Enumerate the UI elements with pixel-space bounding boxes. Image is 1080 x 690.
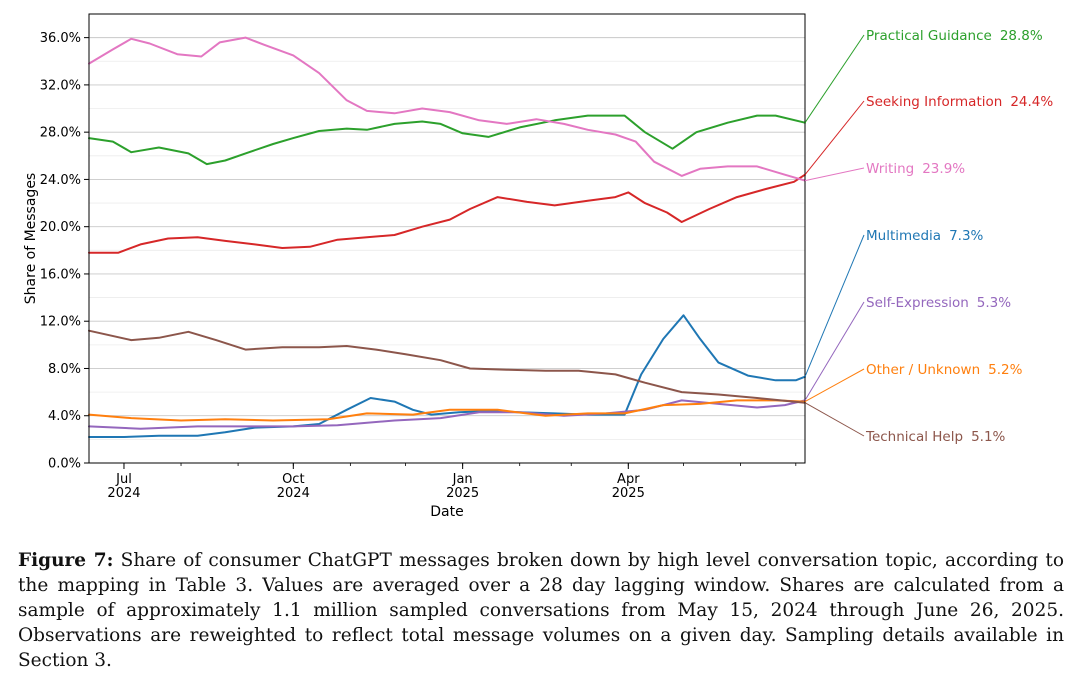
series-label: Practical Guidance 28.8%: [866, 28, 1043, 44]
series-value: 5.2%: [988, 362, 1022, 378]
series-label: Seeking Information 24.4%: [866, 94, 1053, 110]
series-labels: Practical Guidance 28.8% Seeking Informati…: [804, 28, 1053, 445]
x-tick-label-year: 2025: [612, 486, 645, 501]
x-tick-label-year: 2025: [446, 486, 479, 501]
series-line-self-expression: [88, 399, 806, 430]
series-value: 5.1%: [971, 429, 1005, 445]
series-value: 5.3%: [977, 295, 1011, 311]
leader-line: [804, 167, 865, 182]
leader-line: [804, 301, 865, 401]
gridlines: [89, 37, 805, 464]
series-line-multimedia: [88, 314, 806, 438]
caption-text: Share of consumer ChatGPT messages broke…: [18, 550, 1064, 671]
series-name: Other / Unknown: [866, 362, 980, 378]
series-value: 24.4%: [1010, 94, 1053, 110]
leader-line: [804, 34, 865, 123]
series-name: Seeking Information: [866, 94, 1002, 110]
series-name: Multimedia: [866, 228, 941, 244]
series-label: Technical Help 5.1%: [865, 429, 1006, 445]
series-line-writing: [88, 36, 806, 182]
series-line-practical-guidance: [88, 114, 806, 166]
leader-line: [804, 234, 865, 377]
series-name: Self-Expression: [866, 295, 969, 311]
y-tick-label: 20.0%: [40, 220, 81, 235]
y-axis-title: Share of Messages: [23, 173, 39, 304]
axes: 0.0% 4.0% 8.0% 12.0% 16.0% 20.0% 24.0% 28.0% 32.…: [40, 31, 797, 501]
series-value: 7.3%: [949, 228, 983, 244]
series-label: Self-Expression 5.3%: [866, 295, 1011, 311]
y-tick-label: 28.0%: [40, 126, 81, 141]
line-chart: 0.0% 4.0% 8.0% 12.0% 16.0% 20.0% 24.0% 28.0% 32.…: [23, 13, 1053, 520]
plot-area-frame: [88, 13, 806, 464]
series-label: Other / Unknown 5.2%: [866, 362, 1023, 378]
x-tick-label: Jan: [452, 472, 473, 487]
y-tick-label: 8.0%: [48, 362, 81, 377]
series-line-technical-help: [88, 329, 806, 404]
x-axis-title: Date: [430, 504, 463, 520]
series-lines: [88, 36, 806, 438]
series-label: Multimedia 7.3%: [866, 228, 984, 244]
series-value: 28.8%: [1000, 28, 1043, 44]
series-label: Writing 23.9%: [866, 161, 965, 177]
y-tick-label: 0.0%: [48, 457, 81, 472]
y-tick-label: 4.0%: [48, 409, 81, 424]
figure-caption: Figure 7: Share of consumer ChatGPT mess…: [18, 548, 1064, 673]
y-tick-label: 36.0%: [40, 31, 81, 46]
x-tick-label: Apr: [617, 472, 640, 487]
y-tick-label: 24.0%: [40, 173, 81, 188]
caption-label: Figure 7:: [18, 550, 114, 571]
x-tick-label-year: 2024: [277, 486, 310, 501]
y-tick-label: 32.0%: [40, 78, 81, 93]
y-tick-label: 16.0%: [40, 267, 81, 282]
y-tick-label: 12.0%: [40, 315, 81, 330]
x-tick-label-year: 2024: [107, 486, 140, 501]
series-line-other-unknown: [88, 399, 806, 422]
series-value: 23.9%: [922, 161, 965, 177]
leader-line: [804, 100, 865, 176]
leader-line: [804, 368, 865, 402]
x-tick-label: Jul: [115, 472, 132, 487]
leader-line: [804, 402, 865, 437]
x-tick-label: Oct: [282, 472, 304, 487]
series-name: Writing: [866, 161, 914, 177]
series-name: Practical Guidance: [866, 28, 992, 44]
series-name: Technical Help: [865, 429, 963, 445]
series-line-seeking-information: [88, 173, 806, 254]
